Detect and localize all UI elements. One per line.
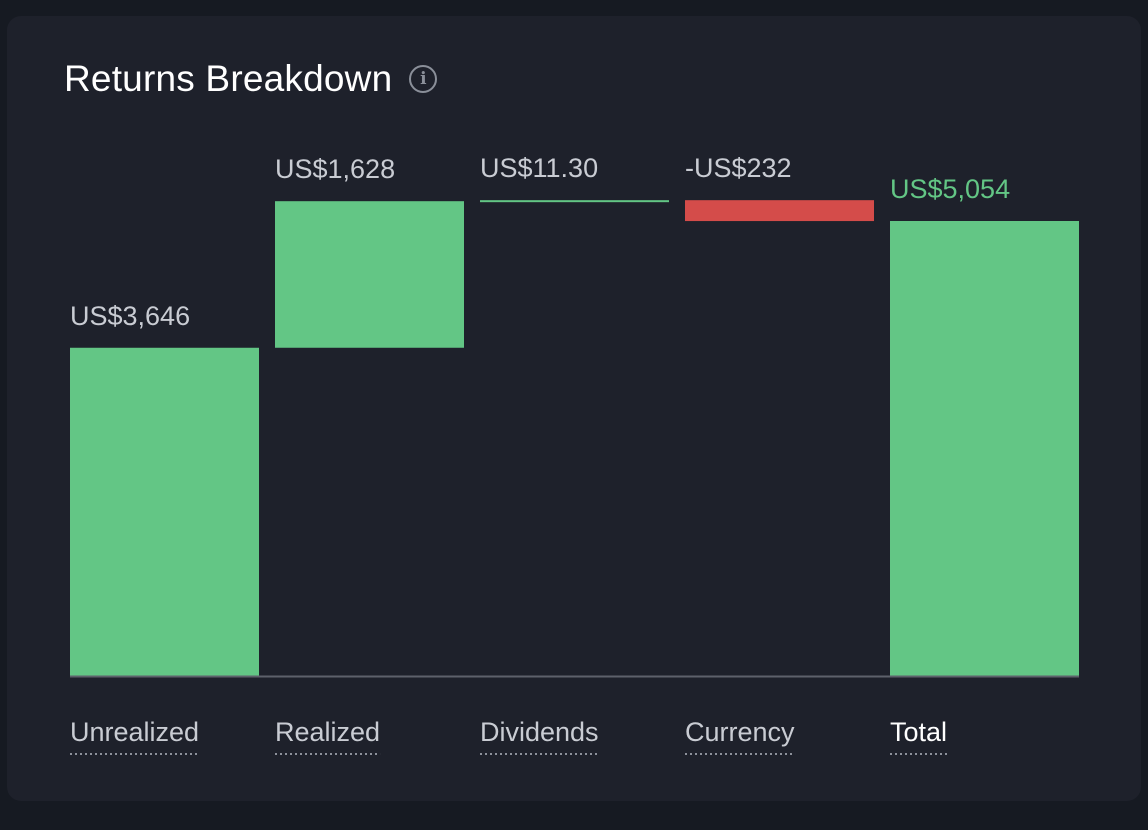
info-icon[interactable]: i [409, 65, 438, 93]
bar-currency[interactable] [685, 200, 874, 222]
category-label-realized[interactable]: Realized [275, 717, 380, 747]
category-label-dividends[interactable]: Dividends [480, 717, 599, 747]
bar-realized[interactable] [275, 201, 464, 348]
value-label-dividends: US$11.30 [480, 153, 598, 183]
card-title: Returns Breakdown [64, 58, 393, 99]
value-label-total: US$5,054 [890, 174, 1010, 204]
category-label-currency[interactable]: Currency [685, 717, 795, 747]
category-label-unrealized[interactable]: Unrealized [70, 717, 199, 747]
value-label-realized: US$1,628 [275, 154, 395, 184]
value-label-currency: -US$232 [685, 153, 792, 183]
bar-total[interactable] [890, 221, 1079, 676]
category-label-total[interactable]: Total [890, 717, 947, 747]
card-header: Returns Breakdown i [64, 58, 438, 100]
bar-dividends[interactable] [480, 200, 669, 203]
value-label-unrealized: US$3,646 [70, 301, 190, 331]
bar-unrealized[interactable] [70, 347, 259, 676]
